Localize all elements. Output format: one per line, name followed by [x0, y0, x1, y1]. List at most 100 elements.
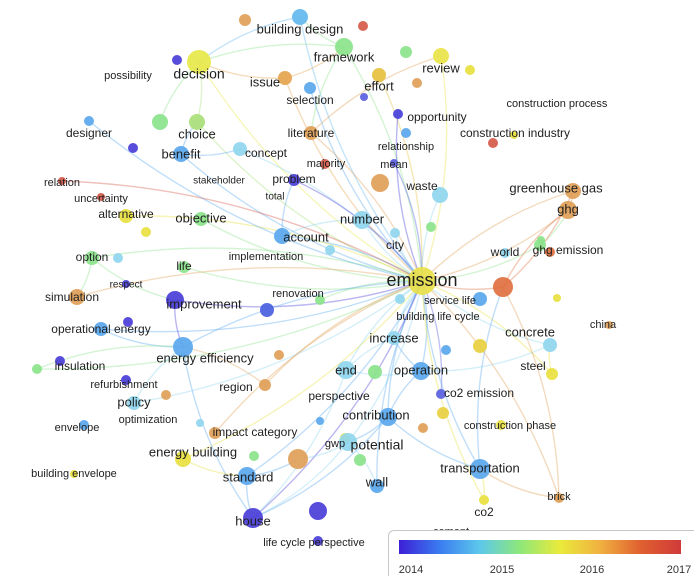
label-house[interactable]: house [235, 513, 270, 528]
node-problem[interactable] [288, 174, 300, 186]
node-designer[interactable] [84, 116, 94, 126]
label-issue[interactable]: issue [250, 74, 280, 89]
node-world[interactable] [500, 248, 510, 258]
label-renovation[interactable]: renovation [272, 288, 323, 300]
node-increase[interactable] [387, 331, 401, 345]
node-uncertainty[interactable] [97, 193, 105, 201]
label-number[interactable]: number [340, 211, 385, 226]
node-x21[interactable] [473, 339, 487, 353]
label-co2[interactable]: co2 [474, 505, 494, 519]
node-wall[interactable] [370, 479, 384, 493]
node-city[interactable] [390, 228, 400, 238]
label-world[interactable]: world [490, 245, 520, 259]
label-greenhouse-gas[interactable]: greenhouse gas [509, 180, 603, 195]
label-building-envelope[interactable]: building envelope [31, 468, 117, 480]
node-x1[interactable] [239, 14, 251, 26]
node-benefit[interactable] [173, 146, 189, 162]
label-construction-process[interactable]: construction process [507, 98, 608, 110]
label-end[interactable]: end [335, 362, 357, 377]
node-brick[interactable] [554, 493, 564, 503]
label-decision[interactable]: decision [173, 66, 224, 82]
node-x6[interactable] [412, 78, 422, 88]
label-simulation[interactable]: simulation [45, 290, 99, 304]
label-service-life[interactable]: service life [424, 295, 476, 307]
node-majority[interactable] [320, 159, 330, 169]
node-x2[interactable] [358, 21, 368, 31]
label-brick[interactable]: brick [547, 491, 571, 503]
node-x28[interactable] [309, 502, 327, 520]
node-x3[interactable] [400, 46, 412, 58]
label-total[interactable]: total [266, 192, 285, 203]
node-x29[interactable] [418, 423, 428, 433]
node-literature[interactable] [304, 126, 318, 140]
node-x36[interactable] [325, 245, 335, 255]
node-x20[interactable] [274, 350, 284, 360]
label-account[interactable]: account [283, 229, 329, 244]
label-life[interactable]: life [176, 259, 192, 273]
node-energy-building[interactable] [175, 451, 191, 467]
node-x32[interactable] [316, 417, 324, 425]
node-relationship[interactable] [401, 128, 411, 138]
label-stakeholder[interactable]: stakeholder [193, 176, 245, 187]
node-issue[interactable] [278, 71, 292, 85]
node-x19[interactable] [55, 356, 65, 366]
node-x14[interactable] [426, 222, 436, 232]
node-x22[interactable] [441, 345, 451, 355]
node-life[interactable] [178, 261, 190, 273]
node-x4[interactable] [465, 65, 475, 75]
label-wall[interactable]: wall [365, 474, 389, 489]
node-co2[interactable] [479, 495, 489, 505]
label-option[interactable]: option [76, 250, 109, 264]
node-x34[interactable] [537, 236, 545, 244]
node-energy-efficiency[interactable] [173, 337, 193, 357]
label-refurbishment[interactable]: refurbishment [90, 379, 157, 391]
node-decision[interactable] [187, 50, 211, 74]
label-uncertainty[interactable]: uncertainty [74, 193, 128, 205]
node-x5[interactable] [172, 55, 182, 65]
node-x25[interactable] [196, 419, 204, 427]
node-number[interactable] [353, 211, 371, 229]
label-building-life-cycle[interactable]: building life cycle [396, 311, 479, 323]
node-x15[interactable] [493, 277, 513, 297]
node-x7[interactable] [360, 93, 368, 101]
node-house[interactable] [243, 508, 263, 528]
label-transportation[interactable]: transportation [440, 460, 520, 475]
label-concrete[interactable]: concrete [505, 324, 555, 339]
label-concept[interactable]: concept [245, 146, 288, 160]
node-framework[interactable] [335, 38, 353, 56]
label-envelope[interactable]: envelope [55, 422, 100, 434]
node-x26[interactable] [288, 449, 308, 469]
label-relationship[interactable]: relationship [378, 141, 434, 153]
node-objective[interactable] [194, 212, 208, 226]
node-respect[interactable] [122, 280, 130, 288]
label-energy-efficiency[interactable]: energy efficiency [156, 350, 254, 365]
label-problem[interactable]: problem [272, 172, 315, 186]
node-insulation[interactable] [32, 364, 42, 374]
label-mean[interactable]: mean [380, 159, 408, 171]
label-benefit[interactable]: benefit [161, 146, 200, 161]
label-choice[interactable]: choice [178, 126, 216, 141]
label-city[interactable]: city [386, 238, 404, 252]
label-emission[interactable]: emission [386, 270, 457, 290]
node-potential[interactable] [339, 433, 357, 451]
node-x12[interactable] [510, 131, 518, 139]
node-envelope[interactable] [79, 420, 89, 430]
node-building-envelope[interactable] [70, 470, 78, 478]
label-operation[interactable]: operation [394, 362, 448, 377]
node-co2-emission[interactable] [436, 389, 446, 399]
label-standard[interactable]: standard [223, 469, 274, 484]
node-operational-energy[interactable] [94, 322, 108, 336]
node-concept[interactable] [233, 142, 247, 156]
node-end[interactable] [337, 361, 355, 379]
label-selection[interactable]: selection [286, 93, 333, 107]
label-ghg[interactable]: ghg [557, 201, 579, 216]
node-service-life[interactable] [395, 294, 405, 304]
label-objective[interactable]: objective [175, 210, 226, 225]
label-effort[interactable]: effort [364, 78, 394, 93]
label-optimization[interactable]: optimization [119, 414, 178, 426]
node-x27[interactable] [249, 451, 259, 461]
node-x35[interactable] [113, 253, 123, 263]
node-x16[interactable] [473, 292, 487, 306]
label-improvement[interactable]: improvement [166, 296, 242, 311]
label-impact-category[interactable]: impact category [213, 425, 298, 439]
